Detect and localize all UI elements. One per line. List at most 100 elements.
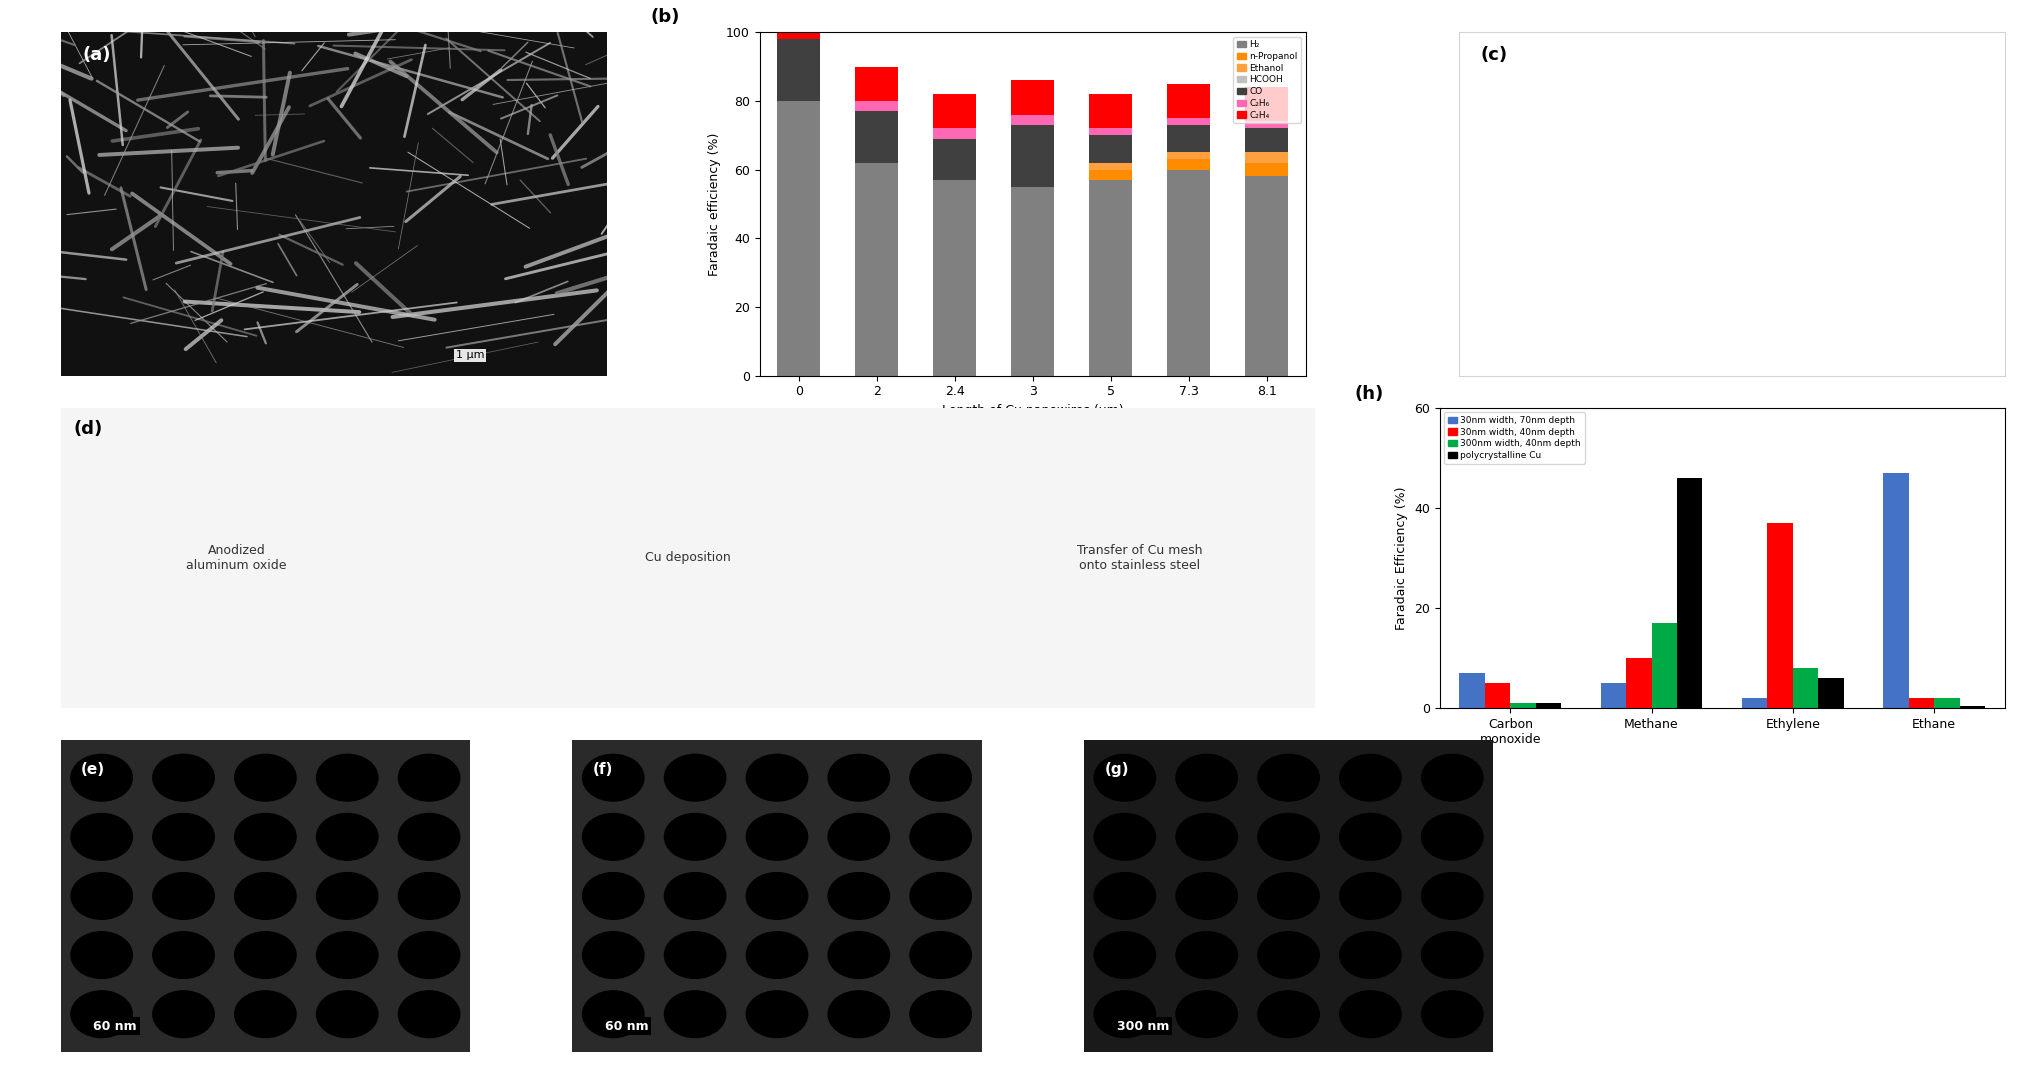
Circle shape bbox=[828, 931, 889, 979]
Circle shape bbox=[664, 931, 725, 979]
Circle shape bbox=[1258, 931, 1318, 979]
Circle shape bbox=[235, 813, 296, 861]
Text: (h): (h) bbox=[1355, 385, 1385, 402]
Circle shape bbox=[399, 872, 460, 920]
Bar bbox=[1484, 684, 1511, 708]
Text: (e): (e) bbox=[81, 762, 105, 777]
Bar bbox=[1626, 658, 1652, 708]
Circle shape bbox=[1258, 754, 1318, 802]
Bar bbox=[1742, 699, 1768, 708]
Bar bbox=[778, 39, 820, 101]
Bar bbox=[1934, 699, 1960, 708]
Text: (a): (a) bbox=[83, 46, 111, 64]
Circle shape bbox=[399, 990, 460, 1038]
Bar bbox=[778, 101, 820, 376]
Circle shape bbox=[316, 931, 379, 979]
Circle shape bbox=[1094, 872, 1156, 920]
Circle shape bbox=[1094, 931, 1156, 979]
Bar bbox=[1166, 159, 1211, 170]
Text: (f): (f) bbox=[593, 762, 614, 777]
Y-axis label: Faradaic Efficiency (%): Faradaic Efficiency (%) bbox=[1395, 486, 1409, 630]
Bar bbox=[1166, 152, 1211, 159]
Circle shape bbox=[399, 813, 460, 861]
Bar bbox=[1600, 684, 1626, 708]
Circle shape bbox=[1341, 813, 1401, 861]
Circle shape bbox=[583, 872, 644, 920]
Text: (b): (b) bbox=[650, 8, 680, 26]
Circle shape bbox=[71, 813, 132, 861]
Bar bbox=[1166, 170, 1211, 376]
Bar bbox=[1818, 678, 1843, 708]
Circle shape bbox=[316, 813, 379, 861]
Bar bbox=[934, 129, 976, 138]
Circle shape bbox=[1422, 990, 1482, 1038]
Circle shape bbox=[664, 990, 725, 1038]
Circle shape bbox=[828, 990, 889, 1038]
Circle shape bbox=[1177, 754, 1237, 802]
Bar bbox=[1089, 94, 1132, 129]
Circle shape bbox=[1341, 931, 1401, 979]
Bar bbox=[778, 32, 820, 39]
Bar bbox=[1089, 129, 1132, 135]
Bar bbox=[1010, 115, 1055, 124]
Bar bbox=[1166, 124, 1211, 152]
Circle shape bbox=[583, 931, 644, 979]
Y-axis label: Faradaic efficiency (%): Faradaic efficiency (%) bbox=[707, 132, 721, 276]
Bar bbox=[855, 163, 899, 376]
Circle shape bbox=[828, 872, 889, 920]
Circle shape bbox=[747, 813, 808, 861]
Circle shape bbox=[1094, 813, 1156, 861]
Circle shape bbox=[1094, 990, 1156, 1038]
Bar bbox=[1166, 84, 1211, 118]
Circle shape bbox=[583, 990, 644, 1038]
Bar bbox=[1677, 477, 1703, 708]
Bar bbox=[1245, 121, 1288, 129]
Circle shape bbox=[316, 754, 379, 802]
Circle shape bbox=[909, 990, 972, 1038]
Circle shape bbox=[1422, 931, 1482, 979]
Circle shape bbox=[399, 754, 460, 802]
Bar bbox=[1652, 623, 1677, 708]
Bar bbox=[1460, 673, 1484, 708]
Bar bbox=[1245, 176, 1288, 376]
Bar bbox=[1010, 80, 1055, 115]
Text: Transfer of Cu mesh
onto stainless steel: Transfer of Cu mesh onto stainless steel bbox=[1077, 544, 1203, 572]
Bar bbox=[1768, 523, 1792, 708]
Circle shape bbox=[152, 990, 215, 1038]
Circle shape bbox=[152, 754, 215, 802]
Bar bbox=[1245, 87, 1288, 121]
Circle shape bbox=[909, 931, 972, 979]
Legend: 30nm width, 70nm depth, 30nm width, 40nm depth, 300nm width, 40nm depth, polycry: 30nm width, 70nm depth, 30nm width, 40nm… bbox=[1444, 412, 1586, 464]
Circle shape bbox=[828, 813, 889, 861]
Bar bbox=[1960, 706, 1984, 708]
Circle shape bbox=[1422, 872, 1482, 920]
Bar bbox=[1089, 170, 1132, 180]
Bar bbox=[1511, 703, 1535, 708]
Circle shape bbox=[71, 990, 132, 1038]
Circle shape bbox=[71, 931, 132, 979]
Circle shape bbox=[664, 872, 725, 920]
Bar bbox=[1245, 163, 1288, 176]
Circle shape bbox=[1177, 931, 1237, 979]
Bar bbox=[1245, 129, 1288, 152]
X-axis label: Length of Cu nanowires (μm): Length of Cu nanowires (μm) bbox=[942, 403, 1124, 416]
Circle shape bbox=[664, 813, 725, 861]
Bar bbox=[855, 112, 899, 163]
Circle shape bbox=[747, 754, 808, 802]
Circle shape bbox=[747, 931, 808, 979]
Circle shape bbox=[235, 872, 296, 920]
Circle shape bbox=[1177, 990, 1237, 1038]
Circle shape bbox=[1422, 754, 1482, 802]
Circle shape bbox=[71, 754, 132, 802]
Circle shape bbox=[235, 754, 296, 802]
Bar bbox=[1166, 118, 1211, 124]
Bar bbox=[934, 94, 976, 129]
Bar bbox=[934, 138, 976, 180]
Circle shape bbox=[583, 813, 644, 861]
Text: (c): (c) bbox=[1480, 46, 1509, 64]
Circle shape bbox=[1177, 813, 1237, 861]
Circle shape bbox=[909, 813, 972, 861]
Circle shape bbox=[747, 990, 808, 1038]
Bar bbox=[1535, 703, 1561, 708]
Circle shape bbox=[235, 990, 296, 1038]
